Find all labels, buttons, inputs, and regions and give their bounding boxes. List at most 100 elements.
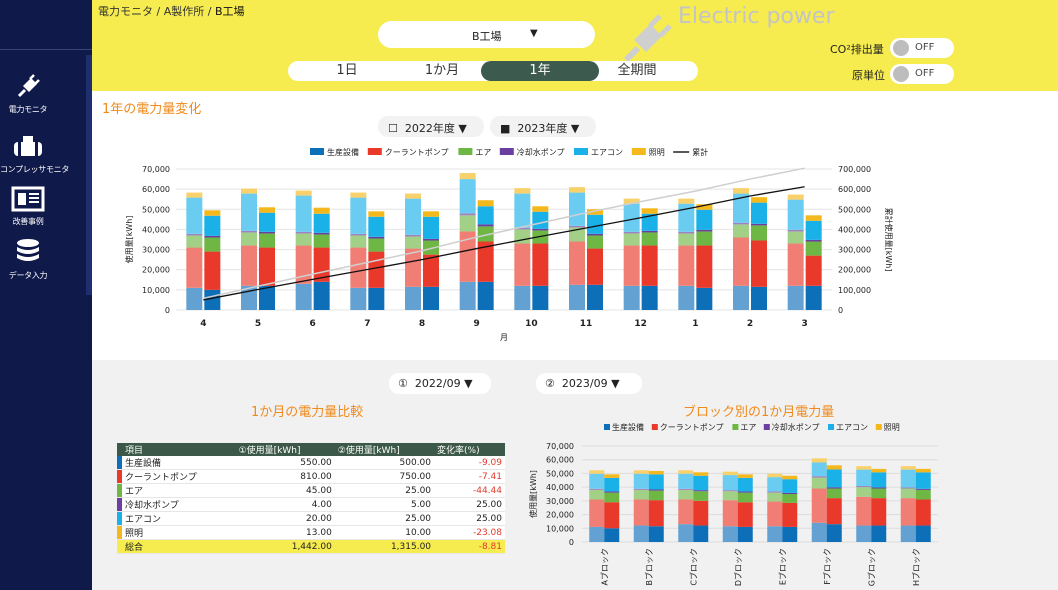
bar-segment xyxy=(368,251,385,288)
bar-segment xyxy=(313,281,330,310)
factory-select[interactable]: B工場 ▼ xyxy=(378,21,595,48)
unit-toggle[interactable]: OFF xyxy=(890,64,954,84)
bar-segment xyxy=(826,498,842,525)
bar-segment xyxy=(633,489,649,500)
bar-segment xyxy=(241,193,257,231)
bar-segment xyxy=(604,502,620,529)
bar-segment xyxy=(423,254,439,287)
bar-segment xyxy=(604,477,620,492)
x-tick-label: Fブロック xyxy=(822,548,832,585)
chevron-down-icon: ▼ xyxy=(570,122,580,135)
year1-select[interactable]: ☐ 2022年度 ▼ xyxy=(378,116,484,137)
bar-segment xyxy=(737,477,753,492)
bar-segment xyxy=(405,193,421,199)
x-axis-label: 月 xyxy=(500,333,508,342)
x-tick-label: 6 xyxy=(310,319,316,329)
row-value-1: 20.00 xyxy=(235,511,335,526)
co2-toggle[interactable]: OFF xyxy=(890,38,954,58)
bar-segment xyxy=(826,524,842,542)
x-tick-label: 12 xyxy=(634,319,647,329)
bar-segment xyxy=(204,251,221,290)
bar-segment xyxy=(459,231,476,282)
yearly-chart: 生産設備 クーラントポンプ エア 冷却水ポンプ エアコン 照明 累計 0 10,000 20,00… xyxy=(124,147,894,342)
breadcrumb-item[interactable]: A製作所 xyxy=(163,5,205,18)
bar-segment xyxy=(737,474,753,478)
bar-segment xyxy=(751,223,767,226)
sidebar-item-data-input[interactable]: データ入力 xyxy=(0,238,56,281)
bar-segment xyxy=(589,473,605,489)
legend-swatch xyxy=(310,148,324,155)
y2-tick-label: 300,000 xyxy=(838,246,871,255)
row-color-swatch xyxy=(117,469,122,484)
bar-segment xyxy=(623,285,640,310)
bar-segment xyxy=(805,255,822,286)
bar-segment xyxy=(604,528,620,542)
database-icon xyxy=(17,239,39,261)
tab-year[interactable]: 1年 xyxy=(481,61,599,81)
x-tick-label: Aブロック xyxy=(599,548,609,585)
chevron-down-icon: ▼ xyxy=(458,122,467,135)
row-change-rate: -23.08 xyxy=(434,525,505,540)
bar-segment xyxy=(313,213,330,233)
bar-segment xyxy=(696,245,713,288)
bar-segment xyxy=(295,190,312,196)
x-tick-label: Bブロック xyxy=(644,548,654,586)
year2-select[interactable]: ■ 2023年度 ▼ xyxy=(490,116,596,137)
bar-segment xyxy=(633,499,649,526)
bar-segment xyxy=(722,526,738,542)
bar-segment xyxy=(569,192,585,226)
row-name: 照明 xyxy=(122,525,236,540)
bar-segment xyxy=(514,193,531,228)
y-tick-label: 0 xyxy=(165,306,170,315)
bar-segment xyxy=(871,525,887,542)
bar-segment xyxy=(900,525,916,542)
bar-segment xyxy=(693,500,709,526)
bar-segment xyxy=(751,240,767,287)
x-tick-label: 9 xyxy=(474,319,480,329)
bar-segment xyxy=(696,229,713,232)
bar-segment xyxy=(678,285,695,310)
sidebar-item-power-monitor[interactable]: 電力モニタ xyxy=(0,72,56,115)
bar-segment xyxy=(532,228,549,231)
month2-select[interactable]: ② 2023/09 ▼ xyxy=(536,373,642,394)
month1-select[interactable]: ① 2022/09 ▼ xyxy=(389,373,491,394)
breadcrumb-item[interactable]: 電力モニタ xyxy=(98,5,153,18)
total-name: 総合 xyxy=(122,539,236,554)
bar-segment xyxy=(514,243,531,286)
bar-segment xyxy=(805,220,822,240)
row-value-2: 500.00 xyxy=(334,456,435,470)
sidebar: 電力モニタ コンプレッサモニタ 改善事例 xyxy=(0,0,92,590)
bar-segment xyxy=(787,229,804,232)
legend-swatch xyxy=(604,424,610,430)
legend-label: クーラントポンプ xyxy=(660,423,724,432)
bar-segment xyxy=(641,213,658,231)
bar-segment xyxy=(811,522,827,542)
total-change-rate: -8.81 xyxy=(434,539,505,554)
bar-segment xyxy=(805,215,822,221)
bar-segment xyxy=(678,203,695,232)
bar-segment xyxy=(623,203,640,232)
tab-day[interactable]: 1日 xyxy=(336,63,358,78)
bar-segment xyxy=(733,237,749,286)
year2-select-text: ■ 2023年度 ▼ xyxy=(500,120,579,136)
y-tick-label: 50,000 xyxy=(142,205,170,214)
tab-all-period[interactable]: 全期間 xyxy=(617,63,657,78)
bar-segment xyxy=(871,487,887,489)
bar-segment xyxy=(856,496,872,526)
bar-segment xyxy=(589,499,605,527)
bar-segment xyxy=(856,466,872,470)
bar-segment xyxy=(856,469,872,487)
sidebar-active-accent xyxy=(86,55,92,295)
bar-segment xyxy=(648,526,664,542)
row-color-swatch xyxy=(117,539,122,554)
bar-segment xyxy=(751,202,767,224)
bar-segment xyxy=(368,238,385,252)
bar-segment xyxy=(241,188,257,194)
tab-month[interactable]: 1か月 xyxy=(424,63,460,78)
bar-segment xyxy=(693,525,709,542)
row-change-rate: 25.00 xyxy=(434,497,505,512)
sidebar-item-improvement-cases[interactable]: 改善事例 xyxy=(0,186,56,227)
sidebar-item-compressor-monitor[interactable]: コンプレッサモニタ xyxy=(0,134,69,175)
bar-segment xyxy=(826,488,842,499)
bar-segment xyxy=(751,286,767,310)
